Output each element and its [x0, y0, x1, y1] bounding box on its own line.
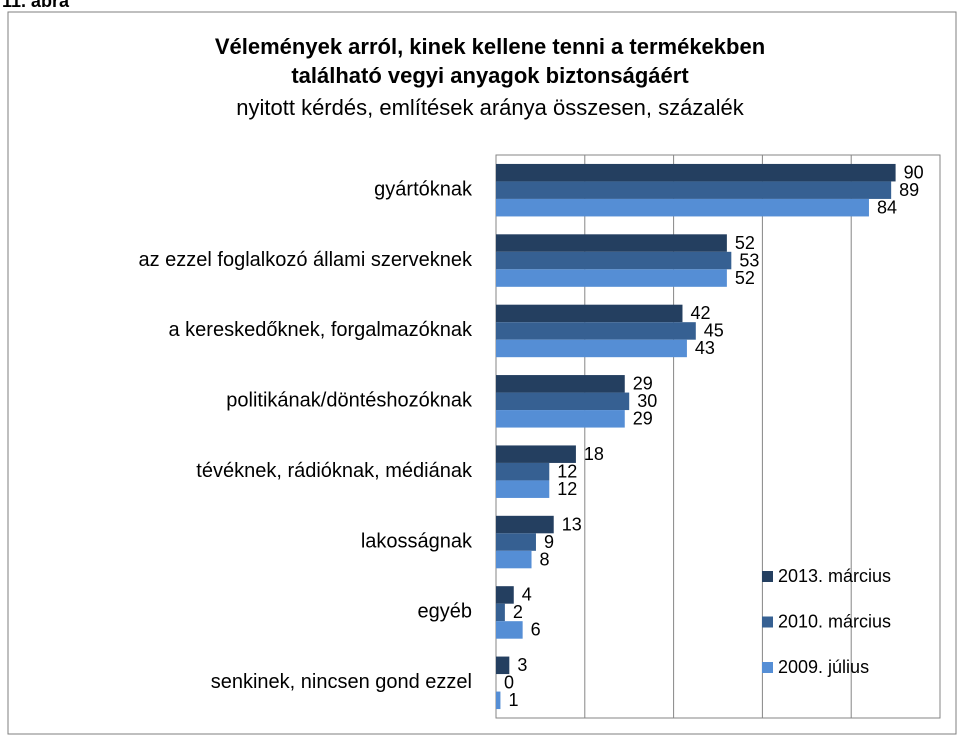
bar — [496, 234, 727, 252]
data-label: 53 — [739, 250, 759, 270]
data-label: 12 — [557, 461, 577, 481]
bar — [496, 392, 630, 411]
bar — [496, 251, 732, 270]
chart-title: Vélemények arról, kinek kellene tenni a … — [215, 34, 765, 59]
bar — [496, 533, 536, 551]
legend-swatch — [762, 571, 773, 582]
chart-title-line2: található vegyi anyagok biztonságáért — [291, 63, 689, 88]
data-label: 45 — [704, 321, 724, 341]
chart-subtitle: nyitott kérdés, említések aránya összese… — [236, 95, 744, 120]
bar — [496, 621, 523, 639]
bar — [496, 198, 869, 217]
data-label: 43 — [695, 338, 715, 358]
y-tick-label: gyártóknak — [374, 178, 473, 200]
bar — [496, 410, 625, 428]
bar — [496, 603, 505, 622]
bar — [496, 375, 625, 393]
y-tick-label: senkinek, nincsen gond ezzel — [211, 671, 472, 693]
data-label: 52 — [735, 233, 755, 253]
data-label: 9 — [544, 532, 554, 552]
data-label: 12 — [557, 479, 577, 499]
bar — [496, 691, 501, 710]
bar — [496, 586, 514, 604]
data-label: 52 — [735, 268, 755, 288]
y-tick-label: lakosságnak — [361, 530, 473, 552]
y-tick-label: az ezzel foglalkozó állami szerveknek — [139, 249, 473, 271]
legend-swatch — [762, 662, 773, 673]
bar — [496, 550, 532, 569]
bar — [496, 304, 683, 323]
bar — [496, 462, 550, 481]
legend-swatch — [762, 616, 773, 628]
y-tick-label: politikának/döntéshozóknak — [226, 390, 473, 412]
bar — [496, 322, 696, 340]
legend-label: 2010. március — [778, 611, 891, 631]
data-label: 29 — [633, 409, 653, 429]
legend-label: 2013. március — [778, 566, 891, 586]
bar — [496, 163, 896, 182]
data-label: 3 — [517, 655, 527, 675]
data-label: 2 — [513, 602, 523, 622]
data-label: 84 — [877, 197, 897, 217]
data-label: 30 — [637, 391, 657, 411]
data-label: 42 — [690, 303, 710, 323]
data-label: 0 — [504, 673, 514, 693]
data-label: 13 — [562, 514, 582, 534]
bar — [496, 515, 554, 534]
y-tick-label: egyéb — [418, 601, 473, 623]
data-label: 8 — [540, 549, 550, 569]
bar — [496, 339, 687, 358]
data-label: 6 — [531, 620, 541, 640]
data-label: 89 — [899, 180, 919, 200]
y-tick-label: tévéknek, rádióknak, médiának — [196, 460, 473, 482]
bar — [496, 656, 510, 675]
bar — [496, 445, 576, 463]
bar — [496, 269, 727, 287]
data-label: 29 — [633, 374, 653, 394]
y-tick-label: a kereskedőknek, forgalmazóknak — [169, 319, 473, 341]
data-label: 18 — [584, 444, 604, 464]
figure-label: 11. ábra — [2, 0, 70, 11]
data-label: 90 — [904, 162, 924, 182]
data-label: 1 — [508, 690, 518, 710]
legend-label: 2009. július — [778, 657, 869, 677]
data-label: 4 — [522, 585, 532, 605]
bar — [496, 480, 550, 498]
bar — [496, 181, 892, 199]
